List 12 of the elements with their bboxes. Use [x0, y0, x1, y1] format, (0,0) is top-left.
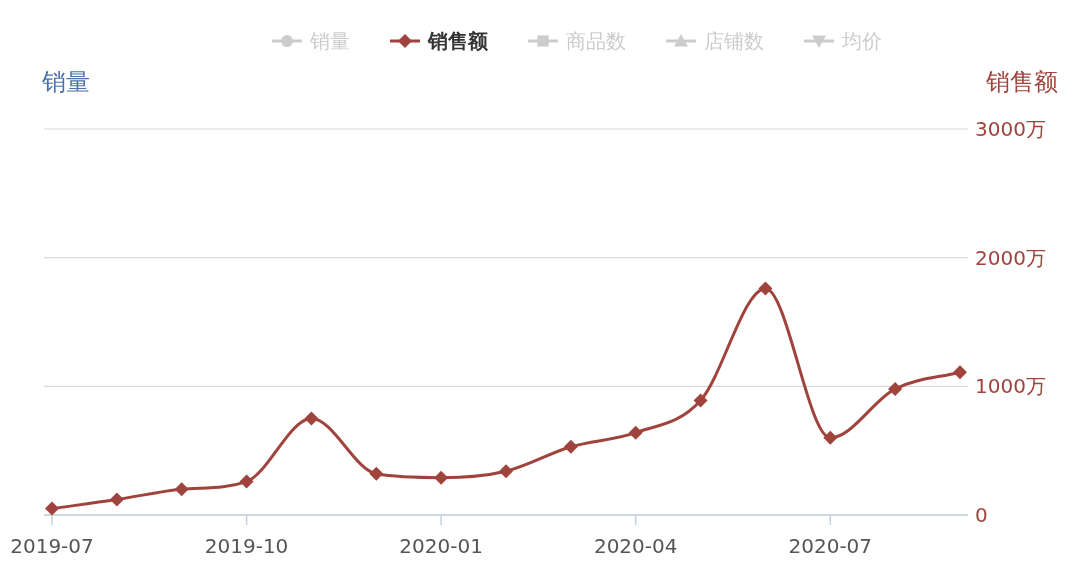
y2-tick-label: 0 [975, 503, 988, 527]
x-tick-label: 2020-07 [788, 534, 873, 558]
x-tick-label: 2020-01 [399, 534, 483, 558]
x-tick-label: 2019-10 [204, 534, 289, 558]
y2-axis-title: 销售额 [986, 68, 1058, 96]
y2-tick-label: 3000万 [975, 117, 1046, 141]
y2-tick-label: 2000万 [975, 245, 1046, 270]
y-axis-title: 销量 [42, 68, 90, 96]
y2-tick-label: 1000万 [975, 374, 1046, 399]
x-tick-label: 2019-07 [10, 534, 94, 558]
legend-label: 销售额 [428, 29, 488, 53]
x-tick-label: 2020-04 [593, 534, 678, 558]
